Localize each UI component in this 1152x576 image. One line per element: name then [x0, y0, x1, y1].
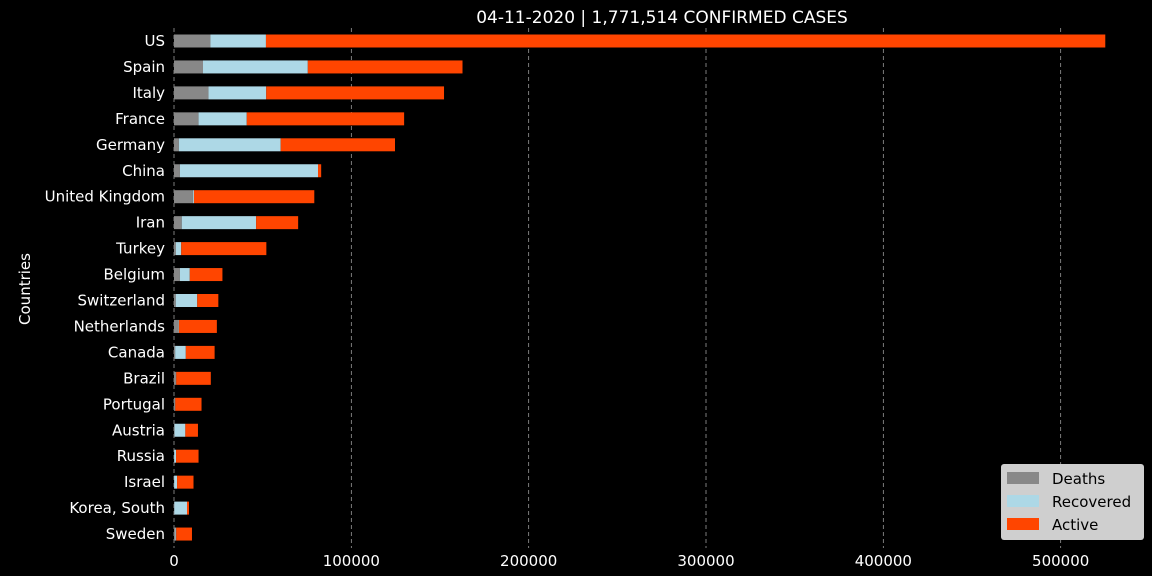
- bar-segment-active: [265, 34, 1106, 48]
- bar-segment-recovered: [175, 527, 177, 541]
- bar-segment-recovered: [210, 34, 266, 48]
- bar-segment-deaths: [174, 527, 176, 541]
- x-tick-label: 100000: [323, 552, 380, 570]
- bar-segment-active: [181, 242, 267, 256]
- bar-segment-recovered: [174, 449, 177, 463]
- legend-swatch-deaths: [1007, 472, 1039, 484]
- legend: Deaths Recovered Active: [1001, 464, 1144, 540]
- bar-segment-deaths: [174, 242, 176, 256]
- bar-segment-active: [307, 60, 463, 74]
- x-tick-label: 0: [169, 552, 179, 570]
- bar-segment-recovered: [181, 216, 257, 230]
- y-tick-label: Russia: [117, 447, 165, 465]
- x-tick-label: 300000: [677, 552, 734, 570]
- y-tick-label: Netherlands: [74, 317, 166, 335]
- y-tick-label: Sweden: [106, 525, 165, 543]
- bar-segment-active: [177, 475, 194, 489]
- bar-segment-deaths: [174, 371, 176, 385]
- bar-segment-deaths: [174, 86, 209, 100]
- bar-segment-active: [280, 138, 396, 152]
- bar-segment-active: [185, 423, 198, 437]
- legend-swatch-recovered: [1007, 495, 1039, 507]
- bar-segment-active: [189, 268, 223, 282]
- bar-segment-deaths: [174, 60, 203, 74]
- x-axis: 0 100000 200000 300000 400000 500000: [169, 552, 1089, 570]
- bar-segment-recovered: [198, 112, 247, 126]
- x-tick-label: 500000: [1032, 552, 1089, 570]
- bar-segment-deaths: [174, 34, 211, 48]
- bar-segment-deaths: [174, 397, 175, 411]
- bar-segment-recovered: [179, 164, 319, 178]
- bar-segment-deaths: [174, 268, 180, 282]
- bar-segment-recovered: [174, 423, 186, 437]
- y-tick-label: Germany: [96, 136, 165, 154]
- y-tick-label: US: [144, 32, 165, 50]
- bar-segment-recovered: [192, 190, 194, 204]
- bar-segment-active: [186, 501, 189, 515]
- y-tick-label: Spain: [123, 58, 165, 76]
- y-tick-label: Italy: [132, 84, 165, 102]
- bar-segment-recovered: [202, 60, 308, 74]
- legend-label-active: Active: [1052, 516, 1098, 534]
- x-tick-label: 200000: [500, 552, 557, 570]
- y-tick-label: China: [122, 162, 165, 180]
- legend-swatch-active: [1007, 518, 1039, 530]
- bar-segment-active: [256, 216, 299, 230]
- y-axis-title: Countries: [16, 253, 34, 325]
- bar-segment-active: [176, 371, 211, 385]
- x-tick-label: 400000: [855, 552, 912, 570]
- bar-segment-recovered: [175, 294, 198, 307]
- bar-segment-deaths: [174, 190, 193, 204]
- bar-segment-deaths: [174, 294, 176, 307]
- bar-segment-active: [178, 319, 217, 333]
- y-tick-label: Belgium: [104, 266, 166, 284]
- bar-segment-recovered: [174, 501, 187, 515]
- y-tick-label: Portugal: [103, 395, 165, 413]
- bar-segment-recovered: [175, 345, 186, 359]
- legend-label-deaths: Deaths: [1052, 470, 1105, 488]
- bar-segment-active: [176, 527, 192, 541]
- y-tick-label: Brazil: [123, 369, 165, 387]
- bar-segment-active: [266, 86, 445, 100]
- y-tick-label: United Kingdom: [45, 188, 165, 206]
- bar-segment-active: [318, 164, 322, 178]
- chart-title: 04-11-2020 | 1,771,514 CONFIRMED CASES: [476, 8, 848, 28]
- bar-segment-recovered: [208, 86, 267, 100]
- bar-segment-recovered: [175, 242, 182, 256]
- bar-segment-deaths: [174, 423, 175, 437]
- y-tick-label: Iran: [136, 214, 165, 232]
- y-tick-label: Canada: [108, 343, 165, 361]
- bar-segment-recovered: [179, 268, 190, 282]
- bar-segment-active: [175, 397, 202, 411]
- bar-segment-active: [197, 294, 219, 307]
- y-tick-label: Austria: [112, 421, 165, 439]
- bar-segment-deaths: [174, 345, 176, 359]
- y-tick-label: Switzerland: [78, 292, 166, 310]
- y-tick-label: Korea, South: [69, 499, 165, 517]
- bar-segment-deaths: [174, 216, 182, 230]
- bar-segment-deaths: [174, 164, 180, 178]
- bar-segment-deaths: [174, 319, 179, 333]
- y-tick-label: Turkey: [115, 240, 165, 258]
- bar-segment-deaths: [174, 138, 179, 152]
- bar-segment-active: [246, 112, 405, 126]
- bar-segment-deaths: [174, 112, 199, 126]
- bar-segment-active: [176, 449, 199, 463]
- legend-label-recovered: Recovered: [1052, 493, 1131, 511]
- y-tick-label: Israel: [124, 473, 165, 491]
- bar-segment-active: [185, 345, 215, 359]
- y-axis: US Spain Italy France Germany China United Kin…: [45, 32, 166, 543]
- bars-group: [174, 34, 1106, 541]
- bar-segment-recovered: [174, 475, 178, 489]
- bar-segment-active: [193, 190, 315, 204]
- y-tick-label: France: [115, 110, 165, 128]
- bar-segment-recovered: [178, 138, 281, 152]
